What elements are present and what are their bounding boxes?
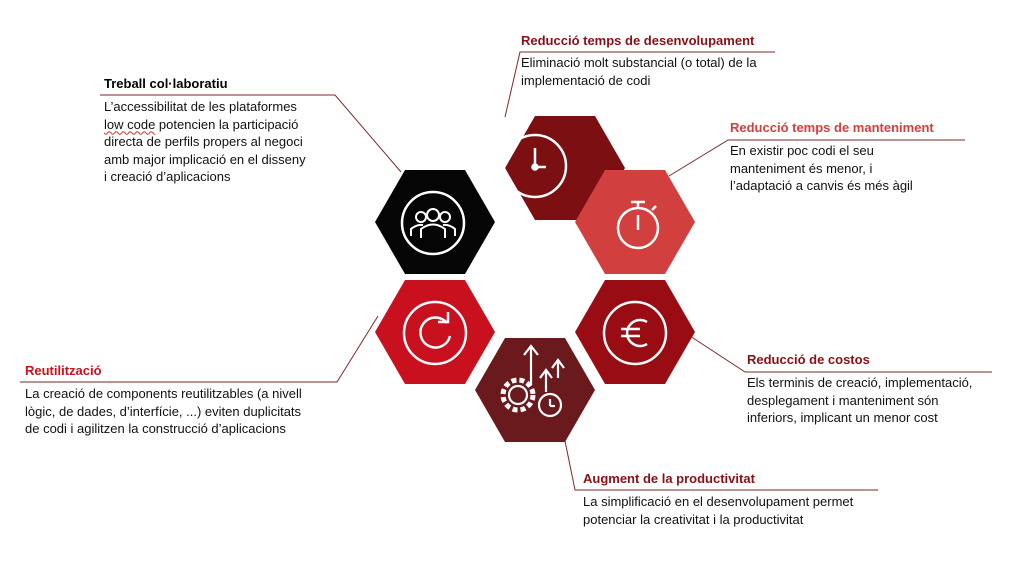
title-maintenance-time: Reducció temps de manteniment	[730, 120, 934, 135]
desc-line: i creació d’aplicacions	[104, 169, 231, 184]
label-reuse: Reutilització La creació de components r…	[25, 363, 302, 438]
desc-line: La simplificació en el desenvolupament p…	[583, 494, 854, 509]
gears-growth-icon	[500, 344, 565, 418]
hex-collab	[375, 170, 495, 274]
euro-icon	[602, 300, 668, 366]
desc-line: lògic, de dades, d’interfície, ...) evit…	[25, 403, 302, 419]
title-collab: Treball col·laboratiu	[104, 76, 228, 91]
connector-productivity	[564, 440, 878, 491]
desc-line: inferiors, implicant un menor cost	[747, 410, 938, 425]
connector-maintenance-time	[668, 139, 965, 177]
desc-line: manteniment és menor, i	[730, 160, 873, 176]
connector-reuse	[20, 315, 379, 383]
hex-productivity	[475, 338, 595, 442]
desc-line: low code potencien la participació	[104, 116, 299, 132]
desc-line: implementació de codi	[521, 72, 651, 88]
desc-costs: Els terminis de creació, implementació, …	[747, 374, 972, 427]
desc-line: directa de perfils propers al negoci	[104, 134, 303, 149]
title-costs: Reducció de costos	[747, 352, 870, 367]
desc-dev-time: Eliminació molt substancial (o total) de…	[521, 54, 757, 89]
stopwatch-icon	[616, 200, 660, 250]
hex-reuse	[375, 280, 495, 384]
desc-line: Els terminis de creació, implementació,	[747, 375, 973, 390]
label-costs: Reducció de costos Els terminis de creac…	[747, 352, 972, 427]
spellcheck-highlight: low code	[104, 116, 156, 132]
label-collab: Treball col·laboratiu L’accessibilitat d…	[104, 76, 306, 186]
desc-reuse: La creació de components reutilitzables …	[25, 385, 302, 438]
label-dev-time: Reducció temps de desenvolupament Elimin…	[521, 33, 757, 89]
desc-line: Eliminació molt substancial (o total) de…	[521, 55, 757, 70]
desc-line: l’adaptació a canvis és més àgil	[730, 178, 913, 193]
desc-collab: L’accessibilitat de les plataformes low …	[104, 98, 306, 186]
desc-line: amb major implicació en el disseny	[104, 151, 306, 167]
connector-costs	[689, 335, 992, 373]
label-maintenance-time: Reducció temps de manteniment En existir…	[730, 120, 934, 195]
title-productivity: Augment de la productivitat	[583, 471, 755, 486]
title-dev-time: Reducció temps de desenvolupament	[521, 33, 755, 48]
desc-line: La creació de components reutilitzables …	[25, 386, 302, 401]
clock-icon	[502, 133, 568, 199]
desc-line: de codi i agilitzen la construcció d’apl…	[25, 421, 286, 436]
desc-line: L’accessibilitat de les plataformes	[104, 99, 297, 114]
connector-dev-time	[504, 51, 775, 118]
hex-costs	[575, 280, 695, 384]
title-reuse: Reutilització	[25, 363, 102, 378]
label-productivity: Augment de la productivitat La simplific…	[583, 471, 853, 528]
desc-line: desplegament i manteniment són	[747, 392, 939, 408]
connector-collab	[100, 94, 402, 173]
desc-productivity: La simplificació en el desenvolupament p…	[583, 493, 853, 528]
desc-line: potenciar la creativitat i la productivi…	[583, 511, 804, 527]
users-icon	[400, 190, 466, 256]
hex-maintenance-time	[575, 170, 695, 274]
desc-maintenance-time: En existir poc codi el seu manteniment é…	[730, 142, 934, 195]
refresh-icon	[402, 300, 468, 366]
desc-line: En existir poc codi el seu	[730, 143, 874, 158]
